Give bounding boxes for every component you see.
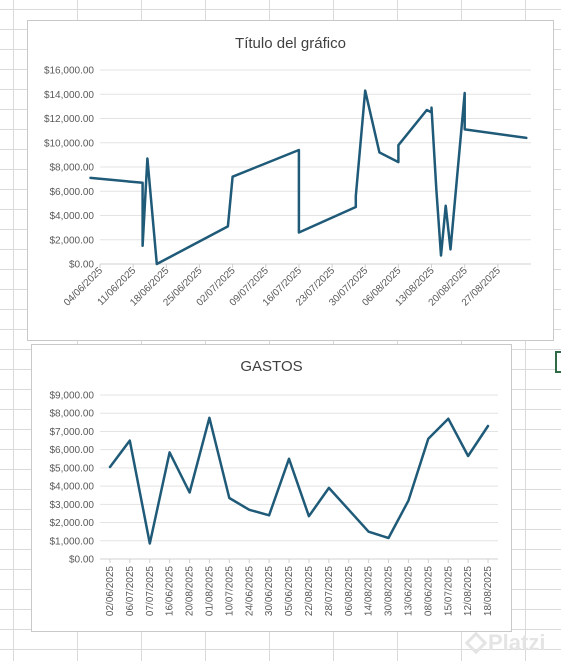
x-tick-label: 13/06/2025 [403, 566, 414, 616]
x-tick-label: 24/06/2025 [244, 566, 255, 616]
y-tick-label: $7,000.00 [50, 427, 95, 438]
y-tick-label: $1,000.00 [50, 536, 95, 547]
series-line-0 [108, 416, 490, 545]
x-tick-label: 15/07/2025 [443, 566, 454, 616]
x-tick-label: 01/08/2025 [204, 566, 215, 616]
chart-gastos[interactable]: GASTOS $0.00 $1,000.00 $2,000.00 $3,000.00 $… [31, 344, 512, 632]
y-tick-label: $12,000.00 [44, 114, 94, 125]
selected-cell[interactable] [555, 351, 561, 373]
y-tick-label: $6,000.00 [50, 187, 95, 198]
y-tick-label: $6,000.00 [50, 445, 95, 456]
x-tick-label: 16/06/2025 [165, 566, 176, 616]
y-tick-label: $10,000.00 [44, 138, 94, 149]
x-tick-label: 30/08/2025 [384, 566, 395, 616]
y-tick-label: $14,000.00 [44, 90, 94, 101]
x-tick-label: 10/07/2025 [224, 566, 235, 616]
x-tick-label: 08/06/2025 [423, 566, 434, 616]
x-tick-label: 07/07/2025 [145, 566, 156, 616]
series-line-0 [89, 89, 528, 266]
x-tick-label: 02/06/2025 [105, 566, 116, 616]
y-tick-label: $8,000.00 [50, 409, 95, 420]
y-tick-label: $2,000.00 [50, 518, 95, 529]
watermark: Platzi [464, 630, 546, 656]
x-tick-label: 22/08/2025 [304, 566, 315, 616]
x-tick-label: 14/08/2025 [364, 566, 375, 616]
watermark-text: Platzi [488, 630, 546, 655]
y-tick-label: $5,000.00 [50, 463, 95, 474]
x-tick-label: 18/08/2025 [483, 566, 494, 616]
platzi-logo-icon [464, 631, 488, 655]
chart-title: GASTOS [240, 358, 303, 375]
chart-title: Título del gráfico [235, 35, 346, 52]
y-tick-label: $16,000.00 [44, 66, 94, 77]
y-tick-label: $4,000.00 [50, 482, 95, 493]
y-tick-label: $0.00 [69, 260, 94, 271]
y-tick-label: $9,000.00 [50, 391, 95, 402]
x-tick-label: 12/08/2025 [463, 566, 474, 616]
chart-plot-area: $0.00 $1,000.00 $2,000.00 $3,000.00 $4,000.0… [50, 391, 498, 616]
x-tick-label: 30/06/2025 [264, 566, 275, 616]
x-tick-label: 06/08/2025 [344, 566, 355, 616]
y-tick-label: $0.00 [69, 555, 94, 566]
chart-titulo-del-grafico[interactable]: Título del gráfico $0.00 $2,000.00 $4,000.… [27, 20, 554, 341]
y-tick-label: $8,000.00 [50, 163, 95, 174]
y-tick-label: $2,000.00 [50, 235, 95, 246]
y-tick-label: $4,000.00 [50, 211, 95, 222]
x-tick-label: 20/08/2025 [185, 566, 196, 616]
x-tick-label: 05/06/2025 [284, 566, 295, 616]
x-tick-label: 06/07/2025 [125, 566, 136, 616]
chart-plot-area: $0.00 $2,000.00 $4,000.00 $6,000.00 $8,000.0… [44, 66, 531, 309]
x-tick-label: 28/07/2025 [324, 566, 335, 616]
y-tick-label: $3,000.00 [50, 500, 95, 511]
